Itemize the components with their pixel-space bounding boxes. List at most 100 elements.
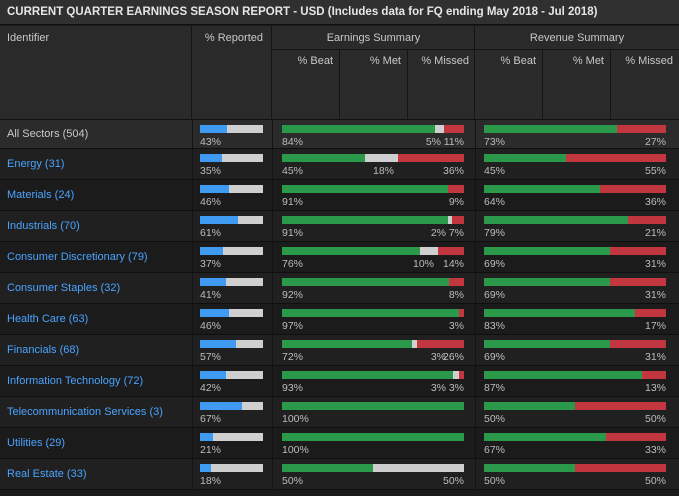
sector-link[interactable]: Utilities (29) bbox=[7, 437, 66, 449]
earnings-beat-header[interactable]: % Beat bbox=[271, 50, 339, 120]
reported-fill bbox=[200, 433, 213, 441]
revenue-missed-segment bbox=[610, 247, 666, 255]
revenue-missed-segment bbox=[610, 278, 666, 286]
revenue-missed-segment bbox=[566, 154, 666, 162]
revenue-missed-value: 13% bbox=[644, 382, 666, 394]
reported-bar bbox=[200, 433, 263, 441]
revenue-bar bbox=[484, 433, 666, 441]
reported-fill bbox=[200, 125, 227, 133]
revenue-beat-value: 50% bbox=[484, 413, 506, 425]
revenue-missed-segment bbox=[635, 309, 666, 317]
column-divider bbox=[475, 120, 476, 151]
reported-bar bbox=[200, 216, 263, 224]
sector-link[interactable]: Health Care (63) bbox=[7, 313, 89, 325]
sector-link[interactable]: Financials (68) bbox=[7, 344, 80, 356]
reported-value: 41% bbox=[200, 289, 222, 301]
earnings-met-value: 18% bbox=[372, 165, 394, 177]
table-row[interactable]: Telecommunication Services (3) 67% 100% 50%… bbox=[0, 397, 679, 428]
reported-bar bbox=[200, 371, 263, 379]
sector-link[interactable]: Energy (31) bbox=[7, 158, 65, 170]
table-row[interactable]: Financials (68) 57% 72% 3% 26% 69% 31% bbox=[0, 335, 679, 366]
table-row[interactable]: Consumer Staples (32) 41% 92% 8% 69% 31% bbox=[0, 273, 679, 304]
revenue-beat-label: % Beat bbox=[500, 55, 536, 67]
reported-value: 67% bbox=[200, 413, 222, 425]
earnings-met-value: 5% bbox=[425, 136, 441, 148]
revenue-beat-segment bbox=[484, 247, 610, 255]
sector-link[interactable]: Information Technology (72) bbox=[7, 375, 144, 387]
table-row[interactable]: Utilities (29) 21% 100% 67% 33% bbox=[0, 428, 679, 459]
earnings-beat-value: 97% bbox=[282, 320, 304, 332]
sector-link[interactable]: Materials (24) bbox=[7, 189, 75, 201]
earnings-missed-header[interactable]: % Missed bbox=[407, 50, 475, 120]
earnings-beat-value: 92% bbox=[282, 289, 304, 301]
revenue-beat-value: 50% bbox=[484, 475, 506, 487]
reported-fill bbox=[200, 309, 229, 317]
earnings-bar bbox=[282, 154, 464, 162]
revenue-beat-value: 64% bbox=[484, 196, 506, 208]
earnings-missed-segment bbox=[438, 247, 464, 255]
revenue-missed-value: 50% bbox=[644, 475, 666, 487]
revenue-met-header[interactable]: % Met bbox=[542, 50, 610, 120]
earnings-missed-segment bbox=[448, 185, 464, 193]
reported-remaining bbox=[227, 125, 263, 133]
revenue-beat-header[interactable]: % Beat bbox=[474, 50, 542, 120]
earnings-missed-segment bbox=[417, 340, 464, 348]
reported-bar bbox=[200, 402, 263, 410]
column-divider bbox=[475, 397, 476, 428]
reported-bar bbox=[200, 309, 263, 317]
identifier-header[interactable]: Identifier bbox=[0, 26, 192, 120]
revenue-bar bbox=[484, 247, 666, 255]
column-divider bbox=[272, 211, 273, 242]
sector-link[interactable]: Telecommunication Services (3) bbox=[7, 406, 163, 418]
sector-link[interactable]: Industrials (70) bbox=[7, 220, 80, 232]
column-divider bbox=[192, 428, 193, 459]
revenue-missed-header[interactable]: % Missed bbox=[610, 50, 679, 120]
reported-remaining bbox=[242, 402, 263, 410]
earnings-met-value: 3% bbox=[430, 382, 446, 394]
sector-link[interactable]: Consumer Staples (32) bbox=[7, 282, 121, 294]
earnings-beat-value: 76% bbox=[282, 258, 304, 270]
table-row[interactable]: Materials (24) 46% 91% 9% 64% 36% bbox=[0, 180, 679, 211]
column-divider bbox=[192, 397, 193, 428]
earnings-beat-segment bbox=[282, 402, 464, 410]
earnings-missed-segment bbox=[398, 154, 464, 162]
revenue-beat-segment bbox=[484, 371, 642, 379]
earnings-missed-value: 3% bbox=[448, 320, 464, 332]
revenue-met-label: % Met bbox=[572, 55, 604, 67]
earnings-beat-segment bbox=[282, 185, 448, 193]
earnings-met-segment bbox=[435, 125, 444, 133]
revenue-missed-segment bbox=[600, 185, 666, 193]
table-row[interactable]: Information Technology (72) 42% 93% 3% 3% 87%… bbox=[0, 366, 679, 397]
revenue-beat-value: 69% bbox=[484, 258, 506, 270]
earnings-met-value: 3% bbox=[430, 351, 446, 363]
column-divider bbox=[272, 304, 273, 335]
table-row[interactable]: Energy (31) 35% 45% 18% 36% 45% 55% bbox=[0, 149, 679, 180]
column-divider bbox=[475, 242, 476, 273]
revenue-beat-value: 83% bbox=[484, 320, 506, 332]
table-row[interactable]: Health Care (63) 46% 97% 3% 83% 17% bbox=[0, 304, 679, 335]
revenue-missed-segment bbox=[575, 402, 666, 410]
reported-fill bbox=[200, 216, 238, 224]
reported-remaining bbox=[226, 371, 263, 379]
table-row[interactable]: Real Estate (33) 18% 50% 50% 50% 50% bbox=[0, 459, 679, 490]
table-row[interactable]: Industrials (70) 61% 91% 2% 7% 79% 21% bbox=[0, 211, 679, 242]
sector-link[interactable]: Consumer Discretionary (79) bbox=[7, 251, 148, 263]
reported-remaining bbox=[211, 464, 263, 472]
column-divider bbox=[272, 459, 273, 490]
column-divider bbox=[192, 211, 193, 242]
sector-link[interactable]: Real Estate (33) bbox=[7, 468, 87, 480]
reported-bar bbox=[200, 247, 263, 255]
revenue-missed-segment bbox=[610, 340, 666, 348]
revenue-bar bbox=[484, 402, 666, 410]
table-row[interactable]: Consumer Discretionary (79) 37% 76% 10% 14% 6… bbox=[0, 242, 679, 273]
column-divider bbox=[272, 335, 273, 366]
earnings-met-header[interactable]: % Met bbox=[339, 50, 407, 120]
reported-header[interactable]: % Reported bbox=[192, 26, 272, 120]
earnings-met-value: 10% bbox=[412, 258, 434, 270]
column-divider bbox=[272, 242, 273, 273]
revenue-missed-value: 55% bbox=[644, 165, 666, 177]
revenue-beat-value: 67% bbox=[484, 444, 506, 456]
column-divider bbox=[192, 304, 193, 335]
earnings-beat-segment bbox=[282, 433, 464, 441]
reported-bar bbox=[200, 185, 263, 193]
